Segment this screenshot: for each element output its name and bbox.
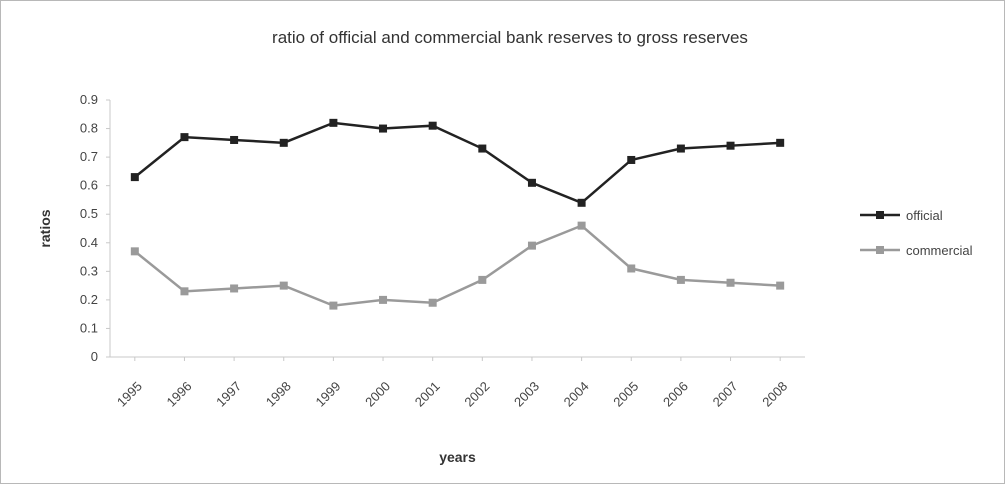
series-line-official (134, 121, 781, 205)
data-point-commercial (279, 281, 288, 290)
data-point-commercial (180, 287, 189, 296)
x-axis: 1995 1996 1997 1998 1999 2000 2001 2002 2003 2004… (110, 356, 805, 410)
y-tick-label: 0.9 (80, 92, 98, 107)
x-tick-label: 1997 (213, 379, 244, 410)
data-point-official (577, 198, 586, 207)
x-axis-title: years (439, 449, 476, 465)
x-tick-label: 2004 (561, 379, 592, 410)
legend-label-commercial: commercial (906, 243, 973, 258)
x-tick-label: 2003 (511, 379, 542, 410)
legend-label-official: official (906, 208, 943, 223)
data-point-official (676, 144, 685, 153)
y-tick-label: 0.1 (80, 320, 98, 335)
x-tick-label: 2002 (461, 379, 492, 410)
data-point-official (130, 173, 139, 182)
x-tick-label: 2001 (412, 379, 443, 410)
y-tick-label: 0.5 (80, 206, 98, 221)
x-tick-label: 1996 (164, 379, 195, 410)
data-point-commercial (478, 275, 487, 284)
data-point-official (279, 138, 288, 147)
legend-marker-commercial (876, 246, 884, 254)
data-point-official (428, 121, 437, 130)
data-point-commercial (527, 241, 536, 250)
data-point-commercial (130, 247, 139, 256)
data-point-official (379, 124, 388, 133)
data-point-commercial (726, 278, 735, 287)
y-tick-label: 0.6 (80, 178, 98, 193)
data-point-commercial (577, 221, 586, 230)
legend-marker-official (876, 211, 884, 219)
data-point-commercial (627, 264, 636, 273)
data-point-official (776, 138, 785, 147)
series-lines (130, 118, 785, 310)
legend: official commercial (860, 208, 973, 258)
x-tick-label: 2006 (660, 379, 691, 410)
y-tick-label: 0.7 (80, 149, 98, 164)
data-point-official (726, 141, 735, 150)
x-tick-label: 2005 (610, 379, 641, 410)
data-point-official (180, 133, 189, 142)
x-tick-label: 2000 (362, 379, 393, 410)
data-point-official (527, 178, 536, 187)
series-line-commercial (134, 224, 781, 307)
data-point-official (329, 118, 338, 127)
x-tick-label: 2007 (710, 379, 741, 410)
chart-title: ratio of official and commercial bank re… (272, 28, 748, 47)
y-axis: 0 0.1 0.2 0.3 0.4 0.5 0.6 0.7 0.8 0.9 (80, 92, 111, 364)
y-tick-label: 0 (91, 349, 98, 364)
data-point-official (230, 135, 239, 144)
x-tick-label: 2008 (759, 379, 790, 410)
y-tick-label: 0.2 (80, 292, 98, 307)
data-point-official (478, 144, 487, 153)
data-point-commercial (776, 281, 785, 290)
data-point-commercial (379, 295, 388, 304)
y-tick-label: 0.8 (80, 121, 98, 136)
data-point-official (627, 155, 636, 164)
x-tick-label: 1998 (263, 379, 294, 410)
x-tick-label: 1999 (312, 379, 343, 410)
data-point-commercial (676, 275, 685, 284)
x-tick-label: 1995 (114, 379, 145, 410)
y-axis-title: ratios (37, 209, 53, 247)
data-point-commercial (428, 298, 437, 307)
data-point-commercial (230, 284, 239, 293)
y-tick-label: 0.3 (80, 263, 98, 278)
data-point-commercial (329, 301, 338, 310)
y-tick-label: 0.4 (80, 235, 98, 250)
